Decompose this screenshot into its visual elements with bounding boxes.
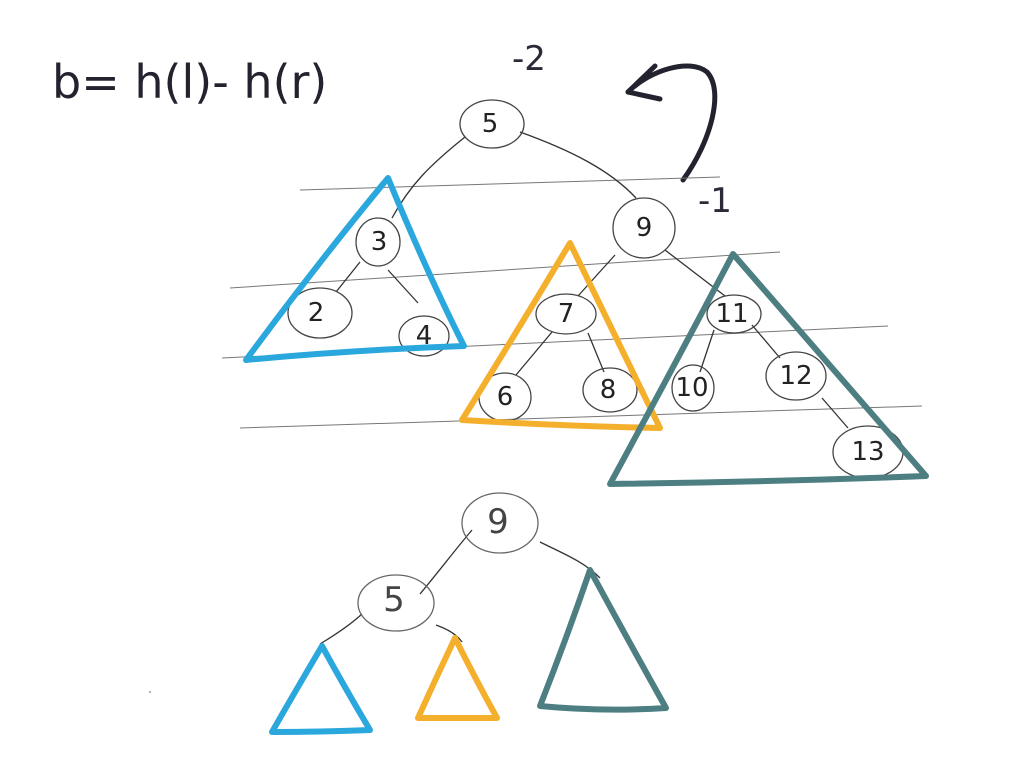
edge-3-2	[335, 261, 361, 293]
node-3: 3	[371, 227, 388, 257]
level-guide-4	[239, 405, 923, 429]
node-circle	[355, 217, 401, 267]
edge-5-3	[391, 136, 466, 219]
edge-5-middle-after	[435, 624, 463, 643]
node-6: 6	[497, 382, 514, 412]
node-13: 13	[851, 437, 884, 467]
edge-11-10	[699, 329, 715, 373]
edge-5-left-after	[319, 613, 363, 645]
node-2: 2	[308, 298, 325, 328]
node-circle	[535, 293, 597, 335]
left-subtree-triangle-after	[269, 643, 373, 735]
right-subtree-triangle-after	[537, 567, 669, 713]
edge-9-5-after	[419, 529, 473, 595]
level-guide-2	[229, 251, 781, 289]
right-subtree-triangle	[607, 251, 929, 487]
node-10: 10	[675, 373, 708, 403]
node-7: 7	[558, 299, 575, 329]
edges-after	[319, 529, 601, 645]
rotation-arrow	[625, 63, 718, 183]
level-guide-1	[299, 176, 721, 191]
edge-12-13	[821, 397, 849, 429]
node-circle	[461, 492, 539, 554]
edge-9-7	[577, 254, 616, 297]
node-circle	[765, 351, 827, 401]
middle-subtree-triangle	[459, 240, 663, 431]
node-circle	[398, 315, 450, 357]
edge-9-right-after	[539, 541, 601, 579]
node-9-after: 9	[487, 502, 509, 542]
root-balance-annotation: -2	[512, 39, 546, 79]
edge-7-6	[515, 331, 553, 376]
node-5-after: 5	[383, 580, 405, 620]
rotation-arrowhead	[625, 63, 663, 102]
node-circle	[459, 99, 525, 149]
node-circle	[287, 287, 353, 339]
child-balance-annotation: -1	[698, 181, 732, 221]
node-circle	[582, 367, 638, 413]
node-11: 11	[715, 299, 748, 329]
stray-mark	[149, 691, 151, 693]
node-circle	[357, 574, 435, 632]
node-8: 8	[600, 375, 617, 405]
edge-7-8	[587, 332, 605, 373]
node-5: 5	[482, 109, 499, 139]
edge-11-12	[751, 324, 781, 359]
balance-formula: b= h(l)- h(r)	[52, 55, 327, 109]
node-12: 12	[779, 361, 812, 391]
node-circle	[706, 294, 762, 334]
edge-3-4	[387, 269, 419, 304]
node-circle	[671, 364, 715, 412]
edges-before	[335, 131, 849, 429]
node-9: 9	[636, 213, 653, 243]
edge-5-9	[519, 131, 637, 199]
left-subtree-triangle	[243, 175, 467, 363]
node-4: 4	[416, 321, 433, 351]
node-circle	[612, 197, 676, 259]
middle-subtree-triangle-after	[415, 635, 500, 722]
